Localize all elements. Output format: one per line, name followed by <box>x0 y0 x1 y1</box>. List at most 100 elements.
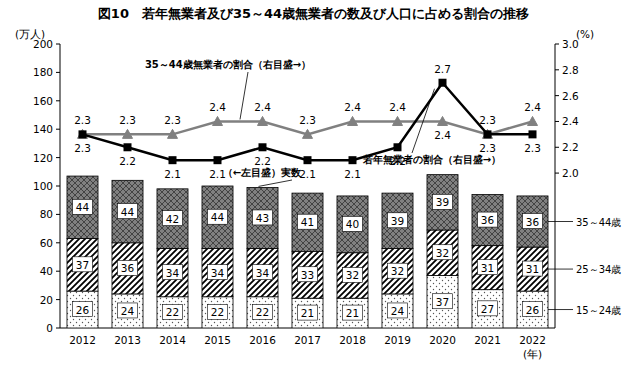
data-label: 36 <box>526 216 540 228</box>
data-label: 36 <box>481 214 495 226</box>
data-label: 2.3 <box>119 114 136 126</box>
data-label: 2.3 <box>74 114 91 126</box>
y2-axis-line <box>555 44 556 328</box>
data-label: 2.4 <box>389 101 406 113</box>
y-tick <box>56 100 60 101</box>
data-label: 2.1 <box>164 168 181 180</box>
data-label: 2.4 <box>344 101 361 113</box>
data-label: 2.3 <box>299 114 316 126</box>
bar-segment <box>292 298 323 328</box>
y2-tick <box>555 44 559 45</box>
marker <box>348 116 358 125</box>
y-tick <box>56 271 60 272</box>
marker <box>349 156 357 164</box>
y-tick-label: 180 <box>33 66 53 78</box>
data-label: 37 <box>76 259 89 271</box>
legend-leader <box>548 221 573 222</box>
data-label-box <box>208 209 228 224</box>
labels: 2637442436442234422234442234432133412132… <box>73 59 622 320</box>
title: 図10 若年無業者及び35～44歳無業者の数及び人口に占める割合の推移 <box>98 6 529 21</box>
legend-leader <box>548 309 573 310</box>
x-axis-label: (年) <box>523 348 542 360</box>
bar-segment <box>202 248 233 296</box>
data-label-box <box>343 216 363 231</box>
marker <box>259 143 267 151</box>
y2-tick-label: 2.8 <box>562 64 579 76</box>
bar-segment <box>517 247 548 291</box>
data-label-box <box>523 214 543 229</box>
data-label: 2.3 <box>479 114 496 126</box>
x-tick-label: 2020 <box>429 334 456 346</box>
data-label-box <box>433 245 453 260</box>
y-tick-label: 160 <box>33 95 53 107</box>
y2-tick <box>555 69 559 70</box>
data-label-box <box>478 260 498 275</box>
marker <box>124 143 132 151</box>
y2-tick-label: 2.4 <box>562 115 579 127</box>
marker <box>438 116 448 125</box>
bar-segment <box>202 297 233 328</box>
line <box>83 83 533 160</box>
callout-leader <box>240 72 248 119</box>
data-label-box <box>163 265 183 280</box>
x-tick-label: 2022 <box>519 334 546 346</box>
data-label-box <box>433 194 453 209</box>
y2-tick-label: 2.0 <box>562 167 579 179</box>
bar-segment <box>67 239 98 292</box>
data-label: 39 <box>391 215 404 227</box>
data-label-box <box>163 211 183 226</box>
bar-segment <box>472 290 503 328</box>
data-label: 2.4 <box>434 129 451 141</box>
y-tick-label: 60 <box>40 237 53 249</box>
data-label: 21 <box>346 307 359 319</box>
data-label-box <box>118 260 138 275</box>
marker <box>79 130 87 138</box>
data-label: 43 <box>256 212 269 224</box>
marker <box>303 129 313 138</box>
y2-tick <box>555 121 559 122</box>
data-label: 2.3 <box>74 142 91 154</box>
x-tick-label: 2017 <box>294 334 321 346</box>
data-label: 31 <box>526 263 539 275</box>
bar-segment <box>472 195 503 246</box>
data-label: 21 <box>301 307 314 319</box>
data-label-box <box>118 204 138 219</box>
bar-segment <box>337 253 368 298</box>
bar-segment <box>202 186 233 248</box>
callout-leader <box>412 89 435 153</box>
bar-segment <box>67 291 98 328</box>
data-label: 36 <box>121 262 135 274</box>
data-label: 44 <box>121 206 135 218</box>
y2-tick <box>555 95 559 96</box>
data-label: 34 <box>256 267 270 279</box>
y-tick <box>56 186 60 187</box>
marker <box>78 129 88 138</box>
bar-segment <box>382 294 413 328</box>
annotation: （←左目盛）実数 <box>223 167 302 178</box>
y-tick-label: 80 <box>40 208 53 220</box>
data-label: 2.3 <box>479 142 496 154</box>
data-label: 32 <box>436 247 449 259</box>
data-label: 26 <box>76 304 90 316</box>
data-label-box <box>478 301 498 316</box>
y-tick <box>56 72 60 73</box>
bar-segment <box>112 294 143 328</box>
data-label: 2.1 <box>344 168 361 180</box>
legend-label: 35～44歳 <box>576 217 621 228</box>
data-label-box <box>208 265 228 280</box>
series-label: 若年無業者の割合（右目盛→） <box>362 154 501 165</box>
data-label: 39 <box>436 196 449 208</box>
y-tick <box>56 44 60 45</box>
data-label-box <box>523 302 543 317</box>
data-label: 22 <box>256 306 269 318</box>
chart: 図10 若年無業者及び35～44歳無業者の数及び人口に占める割合の推移(万人)(… <box>0 0 627 371</box>
data-label-box <box>388 213 408 228</box>
bar-segment <box>382 248 413 293</box>
bar-segment <box>157 189 188 249</box>
bar-segment <box>112 180 143 242</box>
bar-segment <box>382 193 413 248</box>
bar-segment <box>337 196 368 253</box>
bar-segment <box>157 297 188 328</box>
data-label: 2.3 <box>164 114 181 126</box>
data-label: 2.1 <box>299 168 316 180</box>
